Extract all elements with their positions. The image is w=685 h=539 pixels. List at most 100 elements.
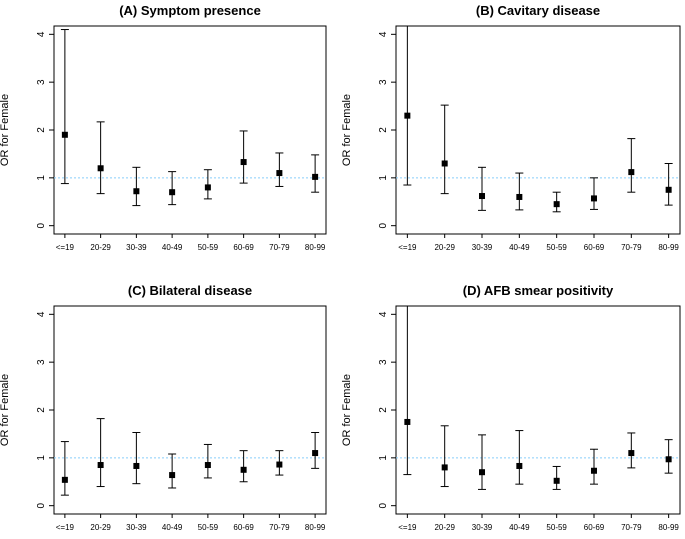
y-tick-label: 1 [36,455,47,461]
data-point [61,131,68,138]
y-axis-label: OR for Female [0,374,11,446]
plot-frame [53,25,327,235]
x-tick-label: 70-79 [269,523,290,532]
x-tick-label: 30-39 [472,243,493,252]
plot-frame [395,25,681,235]
data-point [133,188,140,195]
y-tick-label: 1 [36,175,47,181]
x-tick-label: 30-39 [472,523,493,532]
chart-panel-3: (C) Bilateral disease OR for Female 0 1 2 3 4 <… [0,283,327,532]
data-point [553,477,560,484]
y-tick-label: 2 [378,407,389,413]
data-point [516,462,523,469]
data-point [553,201,560,208]
data-point [276,170,283,177]
x-tick-label: 80-99 [305,523,326,532]
data-point [312,173,319,180]
data-point [628,450,635,457]
x-tick-label: <=19 [56,523,75,532]
x-tick-label: 40-49 [509,243,530,252]
x-tick-label: 50-59 [198,523,219,532]
y-tick-label: 0 [36,222,47,228]
chart-title: (D) AFB smear positivity [463,283,614,298]
data-point [169,189,176,196]
x-tick-label: 60-69 [233,243,254,252]
y-tick-label: 1 [378,175,389,181]
data-point [441,160,448,167]
y-tick-label: 4 [36,311,47,317]
y-tick-label: 4 [36,31,47,37]
y-tick-label: 0 [36,502,47,508]
x-tick-label: 20-29 [90,523,111,532]
y-tick-label: 3 [36,359,47,365]
x-tick-label: 80-99 [658,523,679,532]
chart-panel-1: (A) Symptom presence OR for Female 0 1 2 3 4 <=… [0,3,327,252]
y-axis-label: OR for Female [0,94,11,166]
y-tick-label: 3 [36,79,47,85]
chart-title: (B) Cavitary disease [476,3,600,18]
y-tick-label: 3 [378,79,389,85]
x-tick-label: 80-99 [658,243,679,252]
y-tick-label: 0 [378,222,389,228]
data-point [479,469,486,476]
data-point [441,464,448,471]
data-point [404,418,411,425]
y-tick-label: 2 [378,127,389,133]
y-axis-label: OR for Female [341,374,353,446]
y-tick-label: 4 [378,31,389,37]
y-tick-label: 4 [378,311,389,317]
x-tick-label: 20-29 [90,243,111,252]
data-point [590,195,597,202]
x-tick-label: 50-59 [546,243,567,252]
x-tick-label: 60-69 [584,523,605,532]
x-tick-label: 70-79 [621,243,642,252]
data-point [479,193,486,200]
data-point [97,462,104,469]
plot-frame [395,305,681,515]
chart-title: (A) Symptom presence [119,3,261,18]
x-tick-label: 60-69 [233,523,254,532]
x-tick-label: 40-49 [162,243,183,252]
x-tick-label: 80-99 [305,243,326,252]
chart-panel-2: (B) Cavitary disease OR for Female 0 1 2 3 4 <=… [341,3,681,252]
y-axis-label: OR for Female [341,94,353,166]
plot-frame [53,305,327,515]
x-tick-label: <=19 [398,523,417,532]
data-point [204,184,211,191]
chart-panel-4: (D) AFB smear positivity OR for Female 0 1 2… [341,283,681,532]
data-point [240,159,247,166]
x-tick-label: 50-59 [198,243,219,252]
x-tick-label: 20-29 [434,523,455,532]
y-tick-label: 3 [378,359,389,365]
x-tick-label: 30-39 [126,243,147,252]
x-tick-label: 40-49 [162,523,183,532]
x-tick-label: <=19 [56,243,75,252]
data-point [665,456,672,463]
data-point [404,112,411,119]
data-point [133,462,140,469]
data-point [97,165,104,172]
y-tick-label: 1 [378,455,389,461]
x-tick-label: 30-39 [126,523,147,532]
x-tick-label: 70-79 [621,523,642,532]
data-point [240,466,247,473]
data-point [628,169,635,176]
data-point [276,461,283,468]
x-tick-label: <=19 [398,243,417,252]
y-tick-label: 0 [378,502,389,508]
y-tick-label: 2 [36,127,47,133]
x-tick-label: 40-49 [509,523,530,532]
data-point [61,476,68,483]
data-point [204,462,211,469]
data-point [665,186,672,193]
y-tick-label: 2 [36,407,47,413]
chart-title: (C) Bilateral disease [128,283,252,298]
data-point [312,450,319,457]
x-tick-label: 70-79 [269,243,290,252]
data-point [516,193,523,200]
x-tick-label: 50-59 [546,523,567,532]
data-point [169,472,176,479]
x-tick-label: 60-69 [584,243,605,252]
x-tick-label: 20-29 [434,243,455,252]
